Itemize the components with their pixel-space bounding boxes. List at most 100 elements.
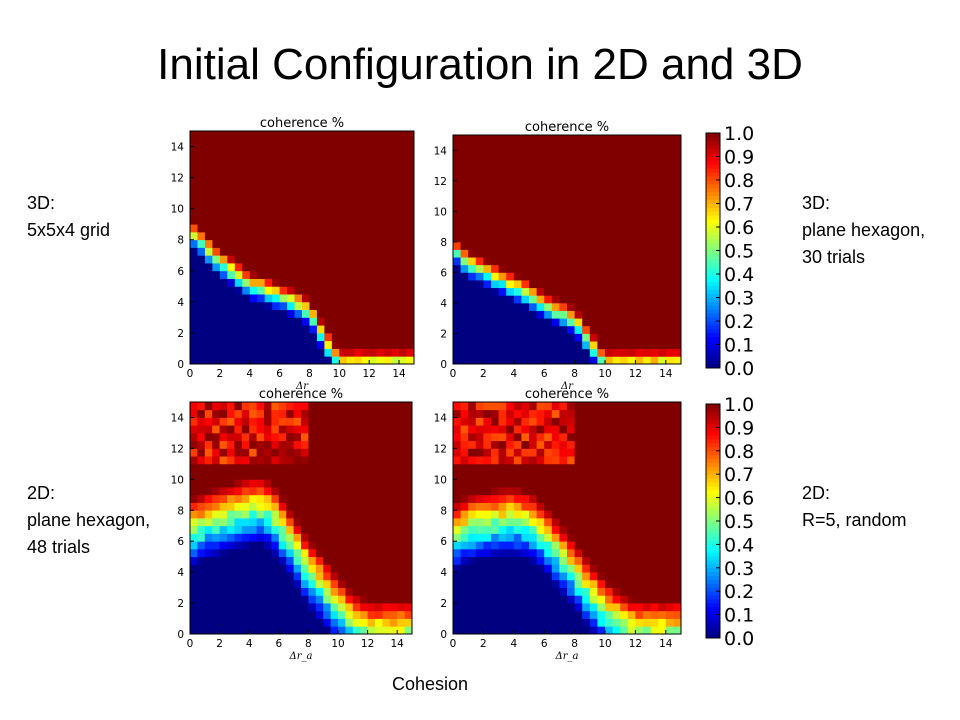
heatmap-cell bbox=[316, 154, 325, 163]
x-tick-label: 4 bbox=[510, 638, 517, 650]
heatmap-cell bbox=[384, 317, 392, 326]
heatmap-cell bbox=[315, 579, 324, 588]
colorbar-segment bbox=[706, 324, 720, 330]
heatmap-cell bbox=[367, 579, 376, 588]
heatmap-cell bbox=[264, 325, 273, 334]
heatmap-cell bbox=[227, 169, 236, 178]
heatmap-cell bbox=[643, 280, 651, 289]
heatmap-cell bbox=[271, 556, 280, 565]
heatmap-cell bbox=[389, 440, 398, 449]
heatmap-cell bbox=[279, 340, 288, 349]
heatmap-cell bbox=[589, 425, 598, 434]
heatmap-cell bbox=[219, 494, 228, 503]
heatmap-cell bbox=[190, 502, 198, 511]
heatmap-cell bbox=[384, 200, 392, 210]
heatmap-cell bbox=[574, 211, 583, 220]
heatmap-cell bbox=[536, 272, 545, 281]
colorbar-segment bbox=[706, 148, 720, 153]
heatmap-cell bbox=[468, 448, 477, 457]
heatmap-cell bbox=[483, 157, 492, 166]
heatmap-cell bbox=[384, 348, 392, 357]
heatmap-cell bbox=[521, 502, 530, 511]
heatmap-cell bbox=[308, 525, 317, 534]
colorbar-segment bbox=[706, 622, 720, 627]
heatmap-cell bbox=[559, 448, 568, 457]
heatmap-cell bbox=[301, 510, 309, 519]
heatmap-cell bbox=[635, 626, 644, 635]
heatmap-cell bbox=[367, 456, 376, 465]
heatmap-cell bbox=[219, 278, 228, 287]
heatmap-cell bbox=[513, 618, 522, 627]
heatmap-cell bbox=[257, 286, 266, 295]
heatmap-cell bbox=[204, 231, 213, 241]
heatmap-cell bbox=[309, 294, 318, 303]
heatmap-cell bbox=[234, 131, 243, 140]
heatmap-cell bbox=[204, 463, 213, 472]
heatmap-cell bbox=[589, 310, 598, 319]
heatmap-cell bbox=[658, 448, 667, 457]
heatmap-cell bbox=[279, 247, 288, 256]
heatmap-cell bbox=[453, 494, 461, 503]
heatmap-cell bbox=[234, 564, 243, 573]
heatmap-cell bbox=[197, 502, 206, 511]
heatmap-cell bbox=[559, 280, 568, 289]
colorbar-segment bbox=[706, 493, 720, 498]
heatmap-cell bbox=[491, 409, 499, 418]
heatmap-cell bbox=[190, 548, 198, 558]
heatmap-cell bbox=[249, 348, 258, 357]
heatmap-cell bbox=[227, 325, 236, 334]
heatmap-cell bbox=[309, 348, 318, 357]
heatmap-cell bbox=[286, 440, 294, 449]
heatmap-cell bbox=[369, 286, 378, 295]
heatmap-cell bbox=[264, 510, 272, 519]
heatmap-cell bbox=[354, 340, 363, 349]
heatmap-cell bbox=[190, 348, 198, 357]
heatmap-cell bbox=[567, 502, 575, 511]
heatmap-cell bbox=[249, 572, 257, 581]
heatmap-cell bbox=[468, 356, 477, 365]
heatmap-cell bbox=[384, 146, 392, 155]
heatmap-cell bbox=[567, 548, 575, 558]
heatmap-cell bbox=[513, 440, 522, 449]
heatmap-cell bbox=[665, 494, 674, 503]
heatmap-cell bbox=[491, 280, 499, 289]
x-tick-label: 2 bbox=[480, 368, 487, 380]
heatmap-cell bbox=[582, 564, 591, 573]
heatmap-cell bbox=[256, 417, 265, 426]
heatmap-cell bbox=[635, 425, 644, 434]
heatmap-cell bbox=[529, 295, 537, 304]
heatmap-cell bbox=[658, 618, 667, 627]
heatmap-cell bbox=[673, 257, 682, 266]
heatmap-cell bbox=[559, 165, 568, 174]
heatmap-cell bbox=[330, 541, 339, 550]
heatmap-cell bbox=[212, 263, 221, 272]
heatmap-cell bbox=[227, 502, 235, 511]
heatmap-cell bbox=[287, 146, 295, 155]
heatmap-cell bbox=[219, 177, 228, 186]
heatmap-cell bbox=[513, 142, 522, 151]
heatmap-cell bbox=[249, 402, 257, 411]
heatmap-cell bbox=[658, 603, 667, 612]
heatmap-cell bbox=[219, 224, 228, 233]
heatmap-cell bbox=[272, 177, 280, 186]
heatmap-cell bbox=[227, 587, 235, 596]
heatmap-cell bbox=[361, 208, 370, 217]
heatmap-cell bbox=[521, 341, 530, 350]
heatmap-cell bbox=[190, 479, 198, 488]
heatmap-cell bbox=[536, 448, 545, 457]
heatmap-cell bbox=[234, 162, 243, 171]
heatmap-cell bbox=[605, 295, 613, 304]
heatmap-cell bbox=[635, 432, 644, 442]
heatmap-cell bbox=[536, 310, 545, 319]
heatmap-cell bbox=[673, 173, 682, 182]
heatmap-cell bbox=[536, 196, 545, 205]
heatmap-cell bbox=[498, 280, 507, 289]
colorbar-segment bbox=[706, 524, 720, 530]
heatmap-cell bbox=[331, 286, 340, 295]
heatmap-cell bbox=[491, 234, 499, 243]
colorbar-segment bbox=[706, 258, 720, 263]
heatmap-cell bbox=[369, 169, 378, 178]
heatmap-cell bbox=[331, 208, 340, 217]
heatmap-cell bbox=[406, 309, 415, 318]
heatmap-cell bbox=[212, 548, 220, 558]
